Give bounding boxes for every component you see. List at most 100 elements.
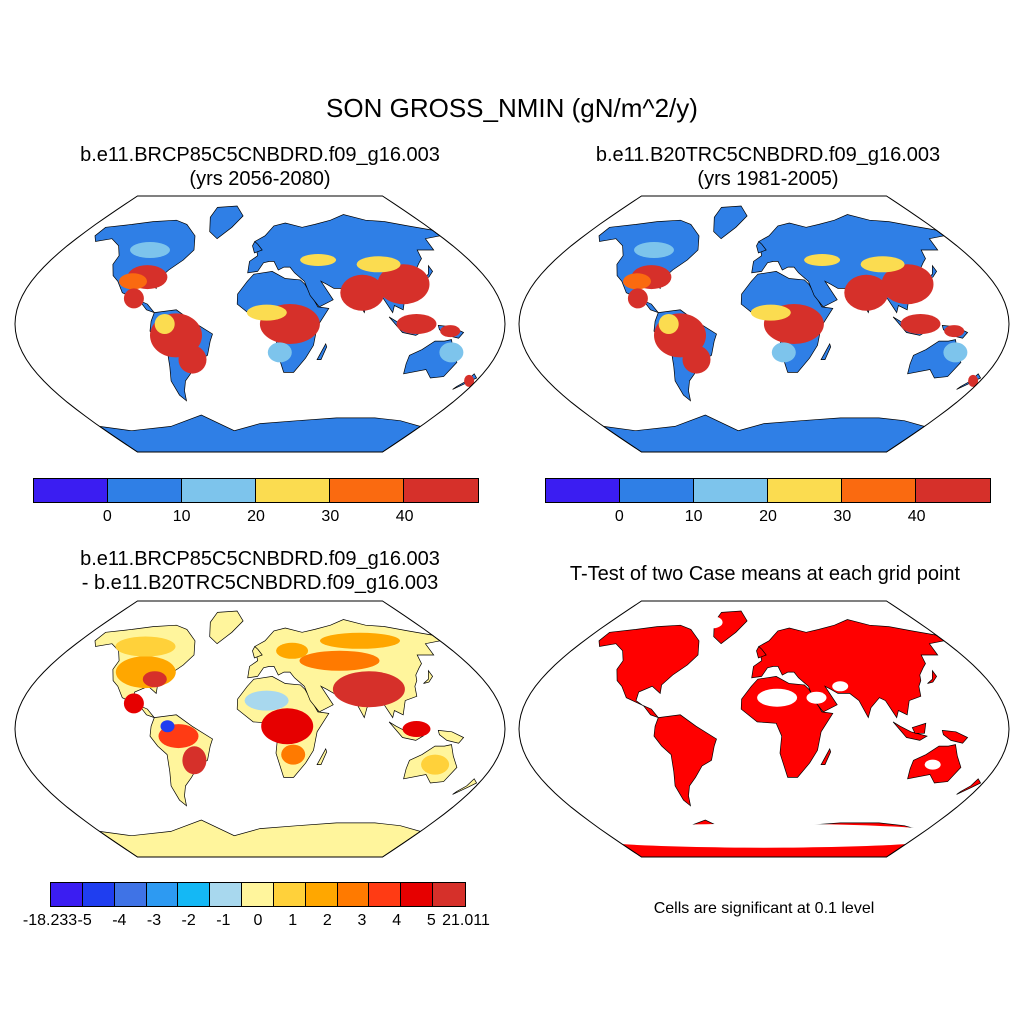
region-nonsig-antarctica bbox=[564, 823, 964, 848]
map-boundary bbox=[14, 600, 506, 858]
colorbar-difference-tick-label: -2 bbox=[181, 912, 196, 929]
region-low-australia bbox=[439, 342, 464, 363]
land-greenland bbox=[209, 610, 244, 645]
region-low-canada bbox=[634, 242, 674, 258]
land-japan bbox=[927, 264, 938, 279]
panel-title-difference-line1: b.e11.BRCP85C5CNBDRD.f09_g16.003 bbox=[80, 548, 440, 570]
colorbar-historical-swatch bbox=[915, 479, 990, 502]
region-low-canada bbox=[130, 242, 170, 258]
land-eurasia bbox=[751, 619, 945, 719]
colorbar-difference-tick-label: 21.011 bbox=[442, 912, 490, 929]
land-uk bbox=[252, 240, 263, 254]
land-newZealand bbox=[452, 778, 478, 795]
colorbar-future-swatch bbox=[403, 479, 478, 502]
region-diff-brazil bbox=[182, 746, 207, 775]
region-high-new-zealand bbox=[968, 374, 979, 387]
region-diff-neg-amazon bbox=[160, 720, 175, 733]
region-mid-central-asia bbox=[804, 254, 841, 266]
land-madagascar bbox=[820, 343, 832, 360]
significance-note: Cells are significant at 0.1 level bbox=[653, 900, 875, 917]
region-diff-canada bbox=[115, 636, 176, 657]
region-high-new-guinea bbox=[440, 325, 461, 338]
colorbar-difference-tick-label: 0 bbox=[253, 912, 263, 929]
colorbar-historical bbox=[545, 478, 991, 503]
land-japan bbox=[423, 669, 434, 684]
land-japan bbox=[927, 669, 938, 684]
colorbar-difference-tick-label: 2 bbox=[322, 912, 332, 929]
colorbar-difference-swatch bbox=[401, 883, 434, 906]
region-diff-sahara bbox=[244, 690, 289, 711]
region-high-brazil bbox=[178, 345, 207, 374]
colorbar-difference-swatch bbox=[51, 883, 83, 906]
panel-title-historical: b.e11.B20TRC5CNBDRD.f09_g16.003 (yrs 198… bbox=[528, 143, 1008, 191]
colorbar-future-tick-label: 40 bbox=[395, 508, 414, 525]
region-nonsig-iran bbox=[832, 681, 849, 692]
land-southAmerica bbox=[653, 714, 717, 807]
map-boundary bbox=[518, 195, 1010, 453]
region-high-brazil bbox=[682, 345, 711, 374]
region-diff-se-us bbox=[142, 671, 167, 688]
region-high-mexico bbox=[123, 288, 144, 309]
colorbar-future bbox=[33, 478, 479, 503]
map-future bbox=[14, 195, 506, 453]
region-diff-congo bbox=[261, 708, 314, 745]
region-nonsig-sahara bbox=[757, 688, 798, 707]
land-newGuinea bbox=[941, 730, 969, 744]
panel-title-future: b.e11.BRCP85C5CNBDRD.f09_g16.003 (yrs 20… bbox=[20, 143, 500, 191]
colorbar-historical-swatch bbox=[546, 479, 620, 502]
region-diff-europe bbox=[276, 642, 309, 659]
colorbar-historical-swatch bbox=[841, 479, 916, 502]
region-high-se-asia bbox=[396, 314, 437, 334]
colorbar-difference-tick-label: -1 bbox=[216, 912, 231, 929]
land-indonesia2 bbox=[911, 722, 927, 734]
map-ttest bbox=[518, 600, 1010, 858]
map-difference bbox=[14, 600, 506, 858]
colorbar-difference-swatch bbox=[305, 883, 338, 906]
land-uk bbox=[252, 645, 263, 659]
colorbar-difference-labels: -18.233 -5 -4 -3 -2 -1 0 1 2 3 4 5 21.011 bbox=[23, 912, 490, 932]
colorbar-future-labels: 0 10 20 30 40 bbox=[33, 508, 479, 528]
region-diff-siberia bbox=[320, 632, 400, 649]
land-greenland bbox=[713, 205, 748, 240]
map-boundary bbox=[518, 600, 1010, 858]
colorbar-historical-swatch bbox=[767, 479, 842, 502]
colorbar-historical-tick-label: 20 bbox=[759, 508, 777, 525]
land-uk bbox=[756, 645, 767, 659]
region-mid-sahel bbox=[246, 304, 287, 321]
land-newZealand bbox=[956, 778, 982, 795]
colorbar-future-tick-label: 10 bbox=[172, 508, 191, 525]
colorbar-difference-swatch bbox=[178, 883, 211, 906]
region-mid-colombia bbox=[658, 314, 679, 334]
colorbar-historical-tick-label: 40 bbox=[907, 508, 926, 525]
region-diff-se-asia bbox=[402, 721, 431, 737]
region-high-mexico bbox=[627, 288, 648, 309]
land-madagascar bbox=[316, 343, 328, 360]
colorbar-difference-swatch bbox=[369, 883, 402, 906]
colorbar-future-swatch bbox=[181, 479, 256, 502]
region-high-new-guinea bbox=[944, 325, 965, 338]
colorbar-difference-swatch bbox=[337, 883, 370, 906]
colorbar-difference-tick-label: -4 bbox=[112, 912, 127, 929]
land-uk bbox=[756, 240, 767, 254]
land-madagascar bbox=[820, 748, 832, 765]
region-high-india bbox=[844, 274, 889, 311]
panel-title-future-line1: b.e11.BRCP85C5CNBDRD.f09_g16.003 bbox=[80, 144, 440, 166]
region-high-india bbox=[340, 274, 385, 311]
colorbar-historical-tick-label: 30 bbox=[833, 508, 852, 525]
colorbar-difference-tick-label: -5 bbox=[77, 912, 92, 929]
colorbar-historical-labels: 0 10 20 30 40 bbox=[545, 508, 991, 528]
region-diff-s-africa bbox=[281, 744, 306, 765]
panel-title-difference: b.e11.BRCP85C5CNBDRD.f09_g16.003 - b.e11… bbox=[10, 547, 510, 595]
colorbar-difference-tick-label: 4 bbox=[392, 912, 402, 929]
colorbar-historical-tick-label: 10 bbox=[684, 508, 703, 525]
colorbar-historical-swatch bbox=[693, 479, 768, 502]
region-nonsig-greenland bbox=[702, 616, 723, 629]
colorbar-future-swatch bbox=[255, 479, 330, 502]
colorbar-future-tick-label: 0 bbox=[102, 508, 112, 525]
colorbar-difference bbox=[50, 882, 466, 907]
colorbar-difference-tick-label: 1 bbox=[288, 912, 298, 929]
panel-title-historical-line2: (yrs 1981-2005) bbox=[697, 168, 839, 190]
region-mid-sahel bbox=[750, 304, 791, 321]
panel-title-ttest: T-Test of two Case means at each grid po… bbox=[510, 562, 1020, 586]
colorbar-difference-swatch bbox=[433, 883, 465, 906]
